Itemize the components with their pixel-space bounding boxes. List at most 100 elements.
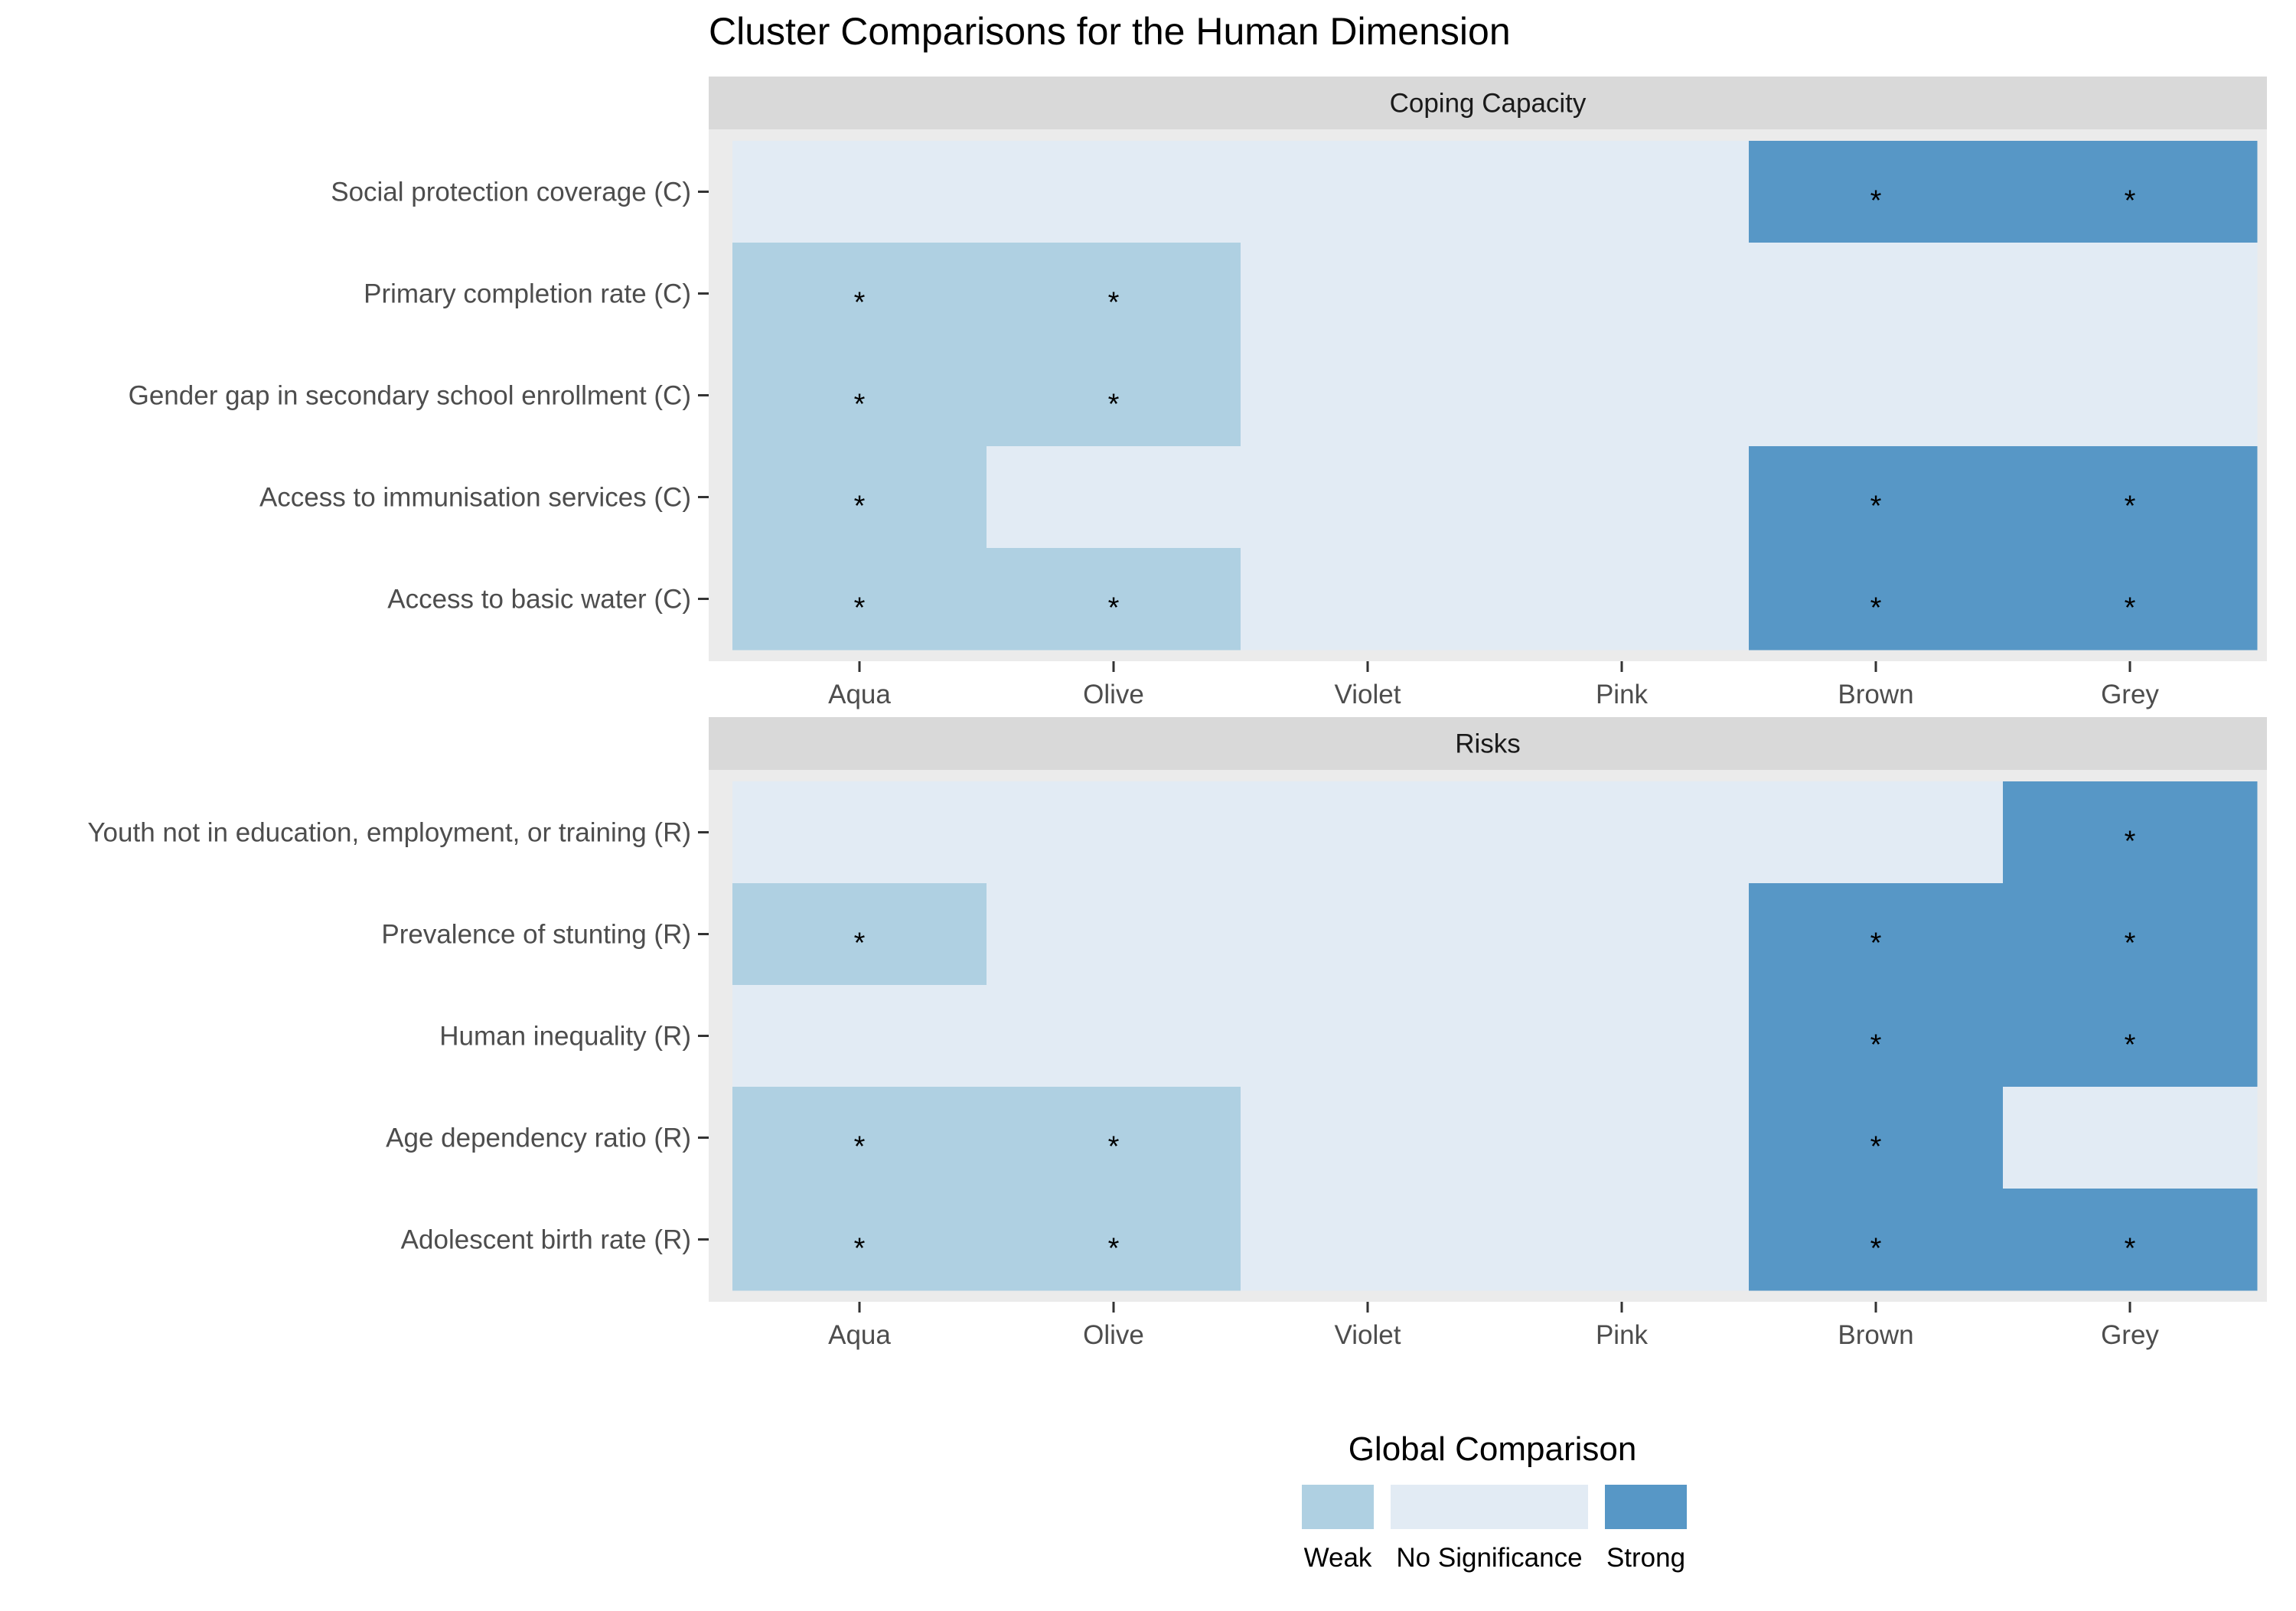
legend-key-no-significance	[1391, 1485, 1588, 1529]
heatmap-tile	[1495, 243, 1750, 345]
heatmap-tile	[987, 883, 1241, 986]
heatmap-tile	[987, 1087, 1241, 1189]
panel-risks: Risks * * * * * * * * * * * * * Youth not in education…	[87, 717, 2267, 1350]
chart-title: Cluster Comparisons for the Human Dimens…	[709, 10, 1511, 53]
heatmap-tile	[1241, 781, 1495, 884]
significance-marker: *	[854, 389, 866, 421]
heatmap-tile	[1241, 1087, 1495, 1189]
heatmap-tile	[732, 985, 987, 1088]
heatmap-tile	[2003, 1087, 2258, 1189]
heatmap-tile	[2003, 985, 2258, 1088]
panel-strip-label: Risks	[1455, 729, 1521, 759]
heatmap-tile	[732, 548, 987, 651]
heatmap-tile	[987, 344, 1241, 447]
heatmap-tile	[1749, 985, 2004, 1088]
significance-marker: *	[2125, 592, 2136, 625]
significance-marker: *	[2125, 185, 2136, 217]
heatmap-tile	[1495, 985, 1750, 1088]
panel-coping-capacity: Coping Capacity * * * * * * * * * * * * * Social prote…	[129, 77, 2267, 709]
heatmap-tile	[987, 141, 1241, 243]
significance-marker: *	[1870, 491, 1882, 523]
panels-layer: Coping Capacity * * * * * * * * * * * * * Social prote…	[87, 77, 2267, 1350]
heatmap-tile	[1495, 1189, 1750, 1291]
panel-strip-label: Coping Capacity	[1390, 89, 1587, 119]
x-tick-label: Pink	[1596, 1320, 1649, 1350]
legend: Global Comparison Weak No Significance Str…	[1302, 1430, 1687, 1573]
x-tick-label: Olive	[1083, 1320, 1144, 1350]
heatmap-tile	[1241, 883, 1495, 986]
heatmap-tile	[2003, 548, 2258, 651]
y-tick-label: Adolescent birth rate (R)	[401, 1225, 691, 1255]
heatmap-tile	[1241, 344, 1495, 447]
x-tick-label: Grey	[2101, 680, 2159, 709]
x-tick-label: Violet	[1335, 680, 1401, 709]
heatmap-tile	[1241, 985, 1495, 1088]
significance-marker: *	[854, 287, 866, 319]
x-tick-label: Brown	[1838, 1320, 1913, 1350]
heatmap-tile	[732, 781, 987, 884]
significance-marker: *	[1870, 928, 1882, 960]
x-tick-label: Violet	[1335, 1320, 1401, 1350]
significance-marker: *	[1108, 389, 1120, 421]
heatmap-tile	[2003, 883, 2258, 986]
heatmap-tile	[1495, 1087, 1750, 1189]
heatmap-tile	[2003, 243, 2258, 345]
significance-marker: *	[854, 592, 866, 625]
y-tick-label: Gender gap in secondary school enrollmen…	[129, 381, 691, 411]
heatmap-tile	[732, 1189, 987, 1291]
significance-marker: *	[1870, 1131, 1882, 1163]
heatmap-tile	[1749, 344, 2004, 447]
x-tick-label: Olive	[1083, 680, 1144, 709]
legend-label-strong: Strong	[1606, 1543, 1685, 1573]
x-tick-label: Pink	[1596, 680, 1649, 709]
heatmap-tile	[1241, 446, 1495, 549]
y-tick-label: Human inequality (R)	[439, 1022, 691, 1052]
heatmap-tile	[1749, 883, 2004, 986]
heatmap-tile	[1241, 141, 1495, 243]
y-tick-label: Access to immunisation services (C)	[259, 483, 691, 513]
y-tick-label: Social protection coverage (C)	[331, 178, 691, 207]
x-tick-label: Aqua	[828, 680, 891, 709]
heatmap-tile	[1241, 1189, 1495, 1291]
heatmap-tile	[1749, 243, 2004, 345]
heatmap-tile	[2003, 344, 2258, 447]
heatmap-tile	[1749, 781, 2004, 884]
heatmap-tile	[732, 344, 987, 447]
significance-marker: *	[2125, 1029, 2136, 1061]
heatmap-tile	[1749, 446, 2004, 549]
heatmap-tile	[1495, 548, 1750, 651]
heatmap-tile	[1749, 548, 2004, 651]
significance-marker: *	[1870, 1029, 1882, 1061]
y-tick-label: Youth not in education, employment, or t…	[87, 818, 691, 848]
heatmap-tile	[987, 446, 1241, 549]
heatmap-tile	[1495, 883, 1750, 986]
significance-marker: *	[854, 491, 866, 523]
heatmap-tile	[1495, 141, 1750, 243]
heatmap-tile	[1749, 141, 2004, 243]
panel-strip	[709, 717, 2267, 770]
heatmap-tile	[987, 985, 1241, 1088]
heatmap-tile	[2003, 141, 2258, 243]
heatmap-tile	[732, 446, 987, 549]
heatmap-tile	[1495, 781, 1750, 884]
significance-marker: *	[2125, 1233, 2136, 1265]
significance-marker: *	[854, 1131, 866, 1163]
heatmap-tile	[732, 141, 987, 243]
heatmap-tile	[732, 243, 987, 345]
heatmap-tile	[1241, 243, 1495, 345]
heatmap-tile	[987, 243, 1241, 345]
significance-marker: *	[1870, 185, 1882, 217]
heatmap-tile	[2003, 446, 2258, 549]
significance-marker: *	[1870, 1233, 1882, 1265]
significance-marker: *	[854, 1233, 866, 1265]
significance-marker: *	[1108, 1131, 1120, 1163]
heatmap-tile	[987, 548, 1241, 651]
significance-marker: *	[1108, 1233, 1120, 1265]
y-tick-label: Primary completion rate (C)	[364, 279, 691, 309]
y-tick-label: Age dependency ratio (R)	[386, 1123, 691, 1153]
significance-marker: *	[2125, 826, 2136, 858]
heatmap-tile	[1749, 1087, 2004, 1189]
heatmap-tile	[1749, 1189, 2004, 1291]
